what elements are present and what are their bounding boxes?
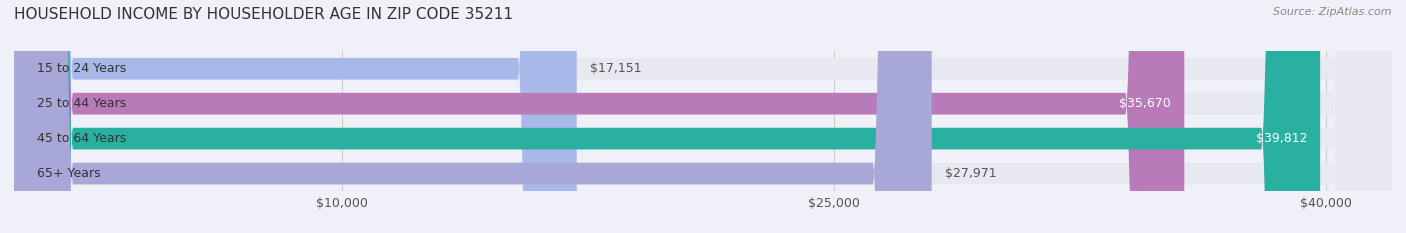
FancyBboxPatch shape <box>14 0 1320 233</box>
Text: 25 to 44 Years: 25 to 44 Years <box>37 97 127 110</box>
FancyBboxPatch shape <box>14 0 1392 233</box>
FancyBboxPatch shape <box>14 0 932 233</box>
Text: $35,670: $35,670 <box>1119 97 1171 110</box>
FancyBboxPatch shape <box>14 0 576 233</box>
FancyBboxPatch shape <box>14 0 1392 233</box>
Text: Source: ZipAtlas.com: Source: ZipAtlas.com <box>1274 7 1392 17</box>
FancyBboxPatch shape <box>14 0 1184 233</box>
Text: $17,151: $17,151 <box>591 62 641 75</box>
Text: HOUSEHOLD INCOME BY HOUSEHOLDER AGE IN ZIP CODE 35211: HOUSEHOLD INCOME BY HOUSEHOLDER AGE IN Z… <box>14 7 513 22</box>
Text: 15 to 24 Years: 15 to 24 Years <box>37 62 127 75</box>
Text: $27,971: $27,971 <box>945 167 997 180</box>
FancyBboxPatch shape <box>14 0 1392 233</box>
Text: $39,812: $39,812 <box>1256 132 1308 145</box>
Text: 45 to 64 Years: 45 to 64 Years <box>37 132 127 145</box>
FancyBboxPatch shape <box>14 0 1392 233</box>
Text: 65+ Years: 65+ Years <box>37 167 101 180</box>
